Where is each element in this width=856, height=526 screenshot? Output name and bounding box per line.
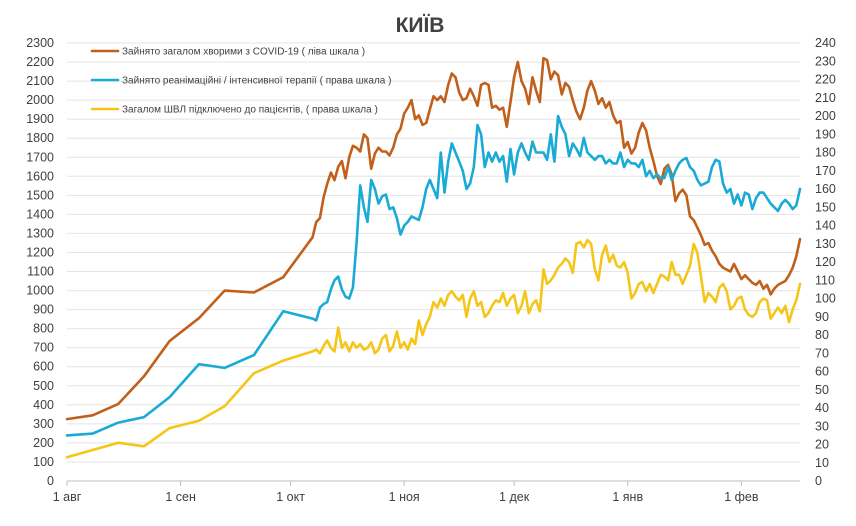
right-tick-label: 80 [815, 328, 829, 342]
right-tick-label: 200 [815, 109, 836, 123]
right-tick-label: 150 [815, 200, 836, 214]
left-tick-label: 600 [33, 360, 54, 374]
x-tick-label: 1 дек [499, 490, 530, 504]
left-tick-label: 1200 [26, 245, 54, 259]
series-line-2 [65, 114, 802, 437]
gridlines [67, 42, 800, 482]
left-tick-label: 2300 [26, 36, 54, 50]
right-tick-label: 210 [815, 91, 836, 105]
right-tick-label: 70 [815, 346, 829, 360]
left-tick-label: 1100 [27, 265, 54, 279]
left-tick-label: 0 [47, 474, 54, 488]
right-tick-label: 230 [815, 54, 836, 68]
right-tick-label: 100 [815, 292, 836, 306]
left-tick-label: 2200 [26, 55, 54, 69]
x-tick-label: 1 фев [724, 490, 759, 504]
right-tick-label: 10 [815, 456, 829, 470]
x-tick-label: 1 сен [165, 490, 196, 504]
left-tick-label: 2000 [26, 93, 54, 107]
legend-label-3: Загалом ШВЛ підключено до пацієнтів, ( п… [122, 105, 378, 116]
right-tick-label: 240 [815, 36, 836, 50]
x-axis-ticks: 1 авг 1 сен 1 окт 1 ноя 1 дек 1 янв 1 фев [53, 481, 759, 504]
right-tick-label: 50 [815, 383, 829, 397]
right-tick-label: 120 [815, 255, 836, 269]
series-line-3 [65, 238, 802, 459]
left-tick-label: 1300 [26, 226, 54, 240]
left-tick-label: 1400 [26, 207, 54, 221]
right-tick-label: 220 [815, 73, 836, 87]
left-tick-label: 300 [33, 417, 54, 431]
series-line-1 [65, 56, 802, 421]
left-tick-label: 1800 [26, 131, 54, 145]
right-tick-label: 170 [815, 164, 836, 178]
right-tick-label: 140 [815, 219, 836, 233]
right-tick-label: 110 [815, 273, 835, 287]
left-tick-label: 800 [33, 322, 54, 336]
x-tick-label: 1 окт [276, 490, 305, 504]
x-tick-label: 1 авг [53, 490, 82, 504]
legend-label-2: Зайнято реанімаційні / інтенсивної терап… [122, 76, 391, 87]
legend-label-1: Зайнято загалом хворими з COVID-19 ( лів… [122, 47, 365, 58]
right-tick-label: 30 [815, 419, 829, 433]
left-axis-ticks: 0 100 200 300 400 500 600 700 800 900 1000 1100 1200… [26, 36, 54, 488]
left-tick-label: 200 [33, 436, 54, 450]
legend: Зайнято загалом хворими з COVID-19 ( лів… [90, 47, 391, 116]
right-tick-label: 90 [815, 310, 829, 324]
left-tick-label: 100 [33, 455, 54, 469]
chart-title: КИЇВ [396, 14, 445, 37]
left-tick-label: 400 [33, 398, 54, 412]
series-lines [65, 56, 802, 459]
left-tick-label: 2100 [26, 74, 54, 88]
right-axis-ticks: 0 10 20 30 40 50 60 70 80 90 100 110 120 130 140 150 160… [815, 36, 836, 488]
left-tick-label: 900 [33, 303, 54, 317]
left-tick-label: 500 [33, 379, 54, 393]
right-tick-label: 20 [815, 438, 829, 452]
left-tick-label: 1600 [26, 169, 54, 183]
right-tick-label: 40 [815, 401, 829, 415]
right-tick-label: 180 [815, 146, 836, 160]
x-tick-label: 1 ноя [389, 490, 420, 504]
right-tick-label: 160 [815, 182, 836, 196]
left-tick-label: 1000 [26, 284, 54, 298]
right-tick-label: 130 [815, 237, 836, 251]
left-tick-label: 1500 [26, 188, 54, 202]
right-tick-label: 190 [815, 127, 836, 141]
right-tick-label: 60 [815, 365, 829, 379]
x-tick-label: 1 янв [612, 490, 643, 504]
left-tick-label: 1900 [26, 112, 54, 126]
right-tick-label: 0 [815, 474, 822, 488]
left-tick-label: 700 [33, 341, 54, 355]
left-tick-label: 1700 [26, 150, 54, 164]
